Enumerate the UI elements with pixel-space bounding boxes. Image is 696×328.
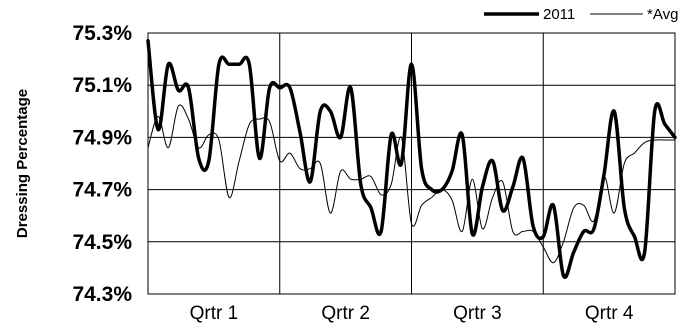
y-axis-label: Dressing Percentage — [14, 89, 31, 238]
series-line-2011 — [146, 39, 677, 280]
x-tick-label: Qrtr 1 — [190, 303, 239, 324]
legend-label-2011: 2011 — [543, 6, 575, 23]
y-tick-label: 74.7% — [72, 179, 132, 202]
plot-area-border — [147, 32, 676, 295]
x-tick-label: Qrtr 4 — [585, 303, 634, 324]
y-axis-ticks: 75.3% 75.1% 74.9% 74.7% 74.5% 74.3% — [72, 22, 132, 306]
x-tick-label: Qrtr 2 — [321, 303, 370, 324]
y-tick-label: 74.3% — [72, 283, 132, 306]
x-axis-ticks: Qrtr 1 Qrtr 2 Qrtr 3 Qrtr 4 — [190, 303, 634, 324]
grid — [148, 32, 675, 295]
y-tick-label: 74.5% — [72, 231, 132, 254]
y-tick-label: 74.9% — [72, 126, 132, 149]
legend: 2011 *Avg — [484, 6, 678, 23]
y-tick-label: 75.1% — [72, 74, 132, 97]
legend-label-avg: *Avg — [647, 6, 678, 23]
y-tick-label: 75.3% — [72, 22, 132, 45]
series-line-avg — [147, 104, 676, 264]
x-tick-label: Qrtr 3 — [453, 303, 502, 324]
series-layer — [146, 39, 677, 280]
